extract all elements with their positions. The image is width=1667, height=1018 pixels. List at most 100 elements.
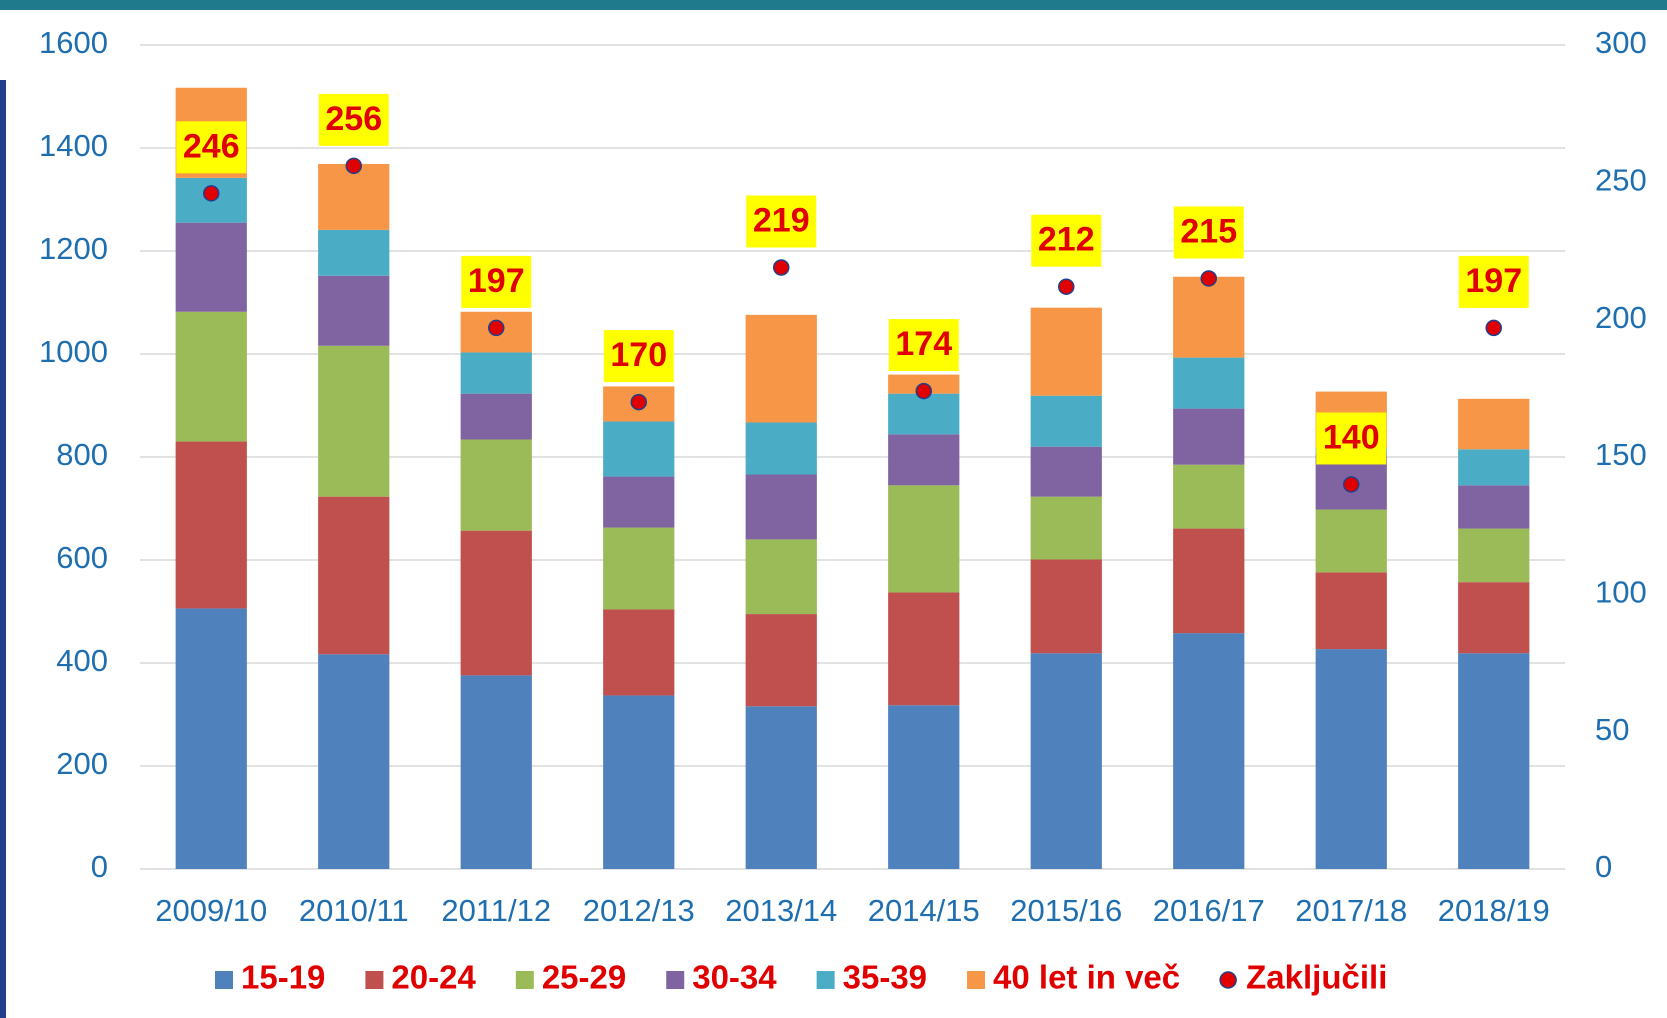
y-tick-label: 1600: [39, 25, 108, 60]
x-tick-label: 2018/19: [1438, 893, 1550, 928]
y2-tick-label: 300: [1595, 25, 1647, 60]
bar-segment: [1458, 449, 1530, 486]
bar-segment: [175, 222, 247, 312]
bar-segment: [1315, 649, 1387, 869]
legend-label: 20-24: [391, 959, 476, 996]
legend-label: 15-19: [241, 959, 325, 996]
bar-segment: [745, 539, 817, 615]
bar-segment: [318, 275, 390, 346]
bar-segment: [603, 695, 675, 869]
bar-segment: [745, 706, 817, 869]
point: [915, 382, 932, 400]
data-label: 197: [1465, 262, 1522, 300]
point: [345, 157, 362, 175]
data-label: 246: [183, 127, 240, 165]
legend-label: 35-39: [843, 959, 927, 996]
bar-segment: [1030, 395, 1102, 447]
bar-segment: [1030, 496, 1102, 560]
legend-swatch: [666, 971, 685, 989]
bar-segment: [318, 654, 390, 869]
data-label: 140: [1323, 418, 1380, 456]
legend-label: Zaključili: [1246, 959, 1387, 996]
bar-segment: [1173, 357, 1245, 409]
label-box: [318, 93, 389, 146]
legend-label: 25-29: [542, 959, 626, 996]
bar-segment: [1030, 446, 1102, 497]
y2-tick-label: 200: [1595, 300, 1647, 335]
legend-swatch: [967, 971, 986, 989]
x-tick-label: 2016/17: [1153, 893, 1265, 928]
label-box: [746, 195, 817, 248]
bar-segment: [888, 705, 960, 869]
legend-label: 40 let in več: [993, 959, 1180, 996]
point: [1200, 270, 1217, 287]
x-tick-label: 2015/16: [1010, 893, 1122, 928]
bar-segment: [603, 476, 675, 528]
bar-segment: [175, 311, 247, 442]
label-box: [1173, 206, 1244, 259]
y-tick-label: 1400: [39, 128, 108, 163]
label-box: [1031, 214, 1102, 267]
bar-segment: [460, 530, 532, 676]
point: [773, 259, 790, 276]
bar-segment: [318, 345, 390, 497]
bar-segment: [1030, 307, 1102, 396]
bar-segment: [460, 675, 532, 869]
bar-segment: [1173, 633, 1245, 869]
data-label: 170: [610, 336, 667, 374]
y-tick-label: 0: [91, 849, 108, 884]
bar-segment: [1458, 653, 1530, 869]
bar-segment: [1315, 572, 1387, 650]
y-tick-label: 800: [56, 437, 108, 472]
label-box: [176, 121, 247, 174]
bar-segment: [1458, 398, 1530, 450]
x-tick-label: 2017/18: [1295, 893, 1407, 928]
bar-segment: [603, 609, 675, 696]
bar-segment: [745, 474, 817, 540]
bar-segment: [175, 608, 247, 869]
x-tick-label: 2013/14: [725, 893, 837, 928]
x-tick-label: 2014/15: [868, 893, 980, 928]
y-tick-label: 1000: [39, 334, 108, 369]
y-tick-label: 400: [56, 643, 108, 678]
bar-segment: [460, 439, 532, 531]
data-label: 174: [895, 325, 952, 363]
bar-segment: [745, 422, 817, 475]
bar-segment: [1458, 485, 1530, 529]
y-tick-label: 200: [56, 746, 108, 781]
bar-segment: [745, 614, 817, 707]
label-box: [603, 330, 674, 383]
y-tick-label: 1200: [39, 231, 108, 266]
point: [203, 185, 220, 202]
x-tick-label: 2011/12: [441, 893, 551, 928]
bar-segment: [1173, 276, 1245, 358]
legend-swatch: [816, 971, 835, 989]
label-box: [888, 319, 959, 372]
data-label: 256: [325, 100, 382, 138]
point: [1343, 476, 1360, 493]
bar-segment: [318, 496, 390, 655]
bar-segment: [888, 592, 960, 706]
bar-segment: [1173, 528, 1245, 634]
y2-tick-label: 0: [1595, 849, 1612, 884]
bar-segment: [888, 393, 960, 435]
x-tick-label: 2009/10: [155, 893, 267, 928]
point: [630, 393, 647, 411]
legend-swatch: [215, 971, 233, 989]
bar-segment: [460, 393, 532, 440]
point: [1058, 278, 1075, 295]
top-border: [0, 0, 1667, 10]
x-tick-label: 2012/13: [583, 893, 695, 928]
point: [1485, 319, 1502, 337]
x-tick-label: 2010/11: [299, 893, 409, 928]
bar-segment: [888, 434, 960, 486]
bar-segment: [603, 527, 675, 610]
label-box: [1458, 255, 1529, 308]
legend-marker: [1219, 971, 1237, 989]
bar-segment: [1030, 559, 1102, 654]
point: [488, 319, 505, 337]
bar-segment: [1315, 509, 1387, 573]
data-label: 212: [1038, 221, 1095, 259]
side-border: [0, 80, 6, 1018]
